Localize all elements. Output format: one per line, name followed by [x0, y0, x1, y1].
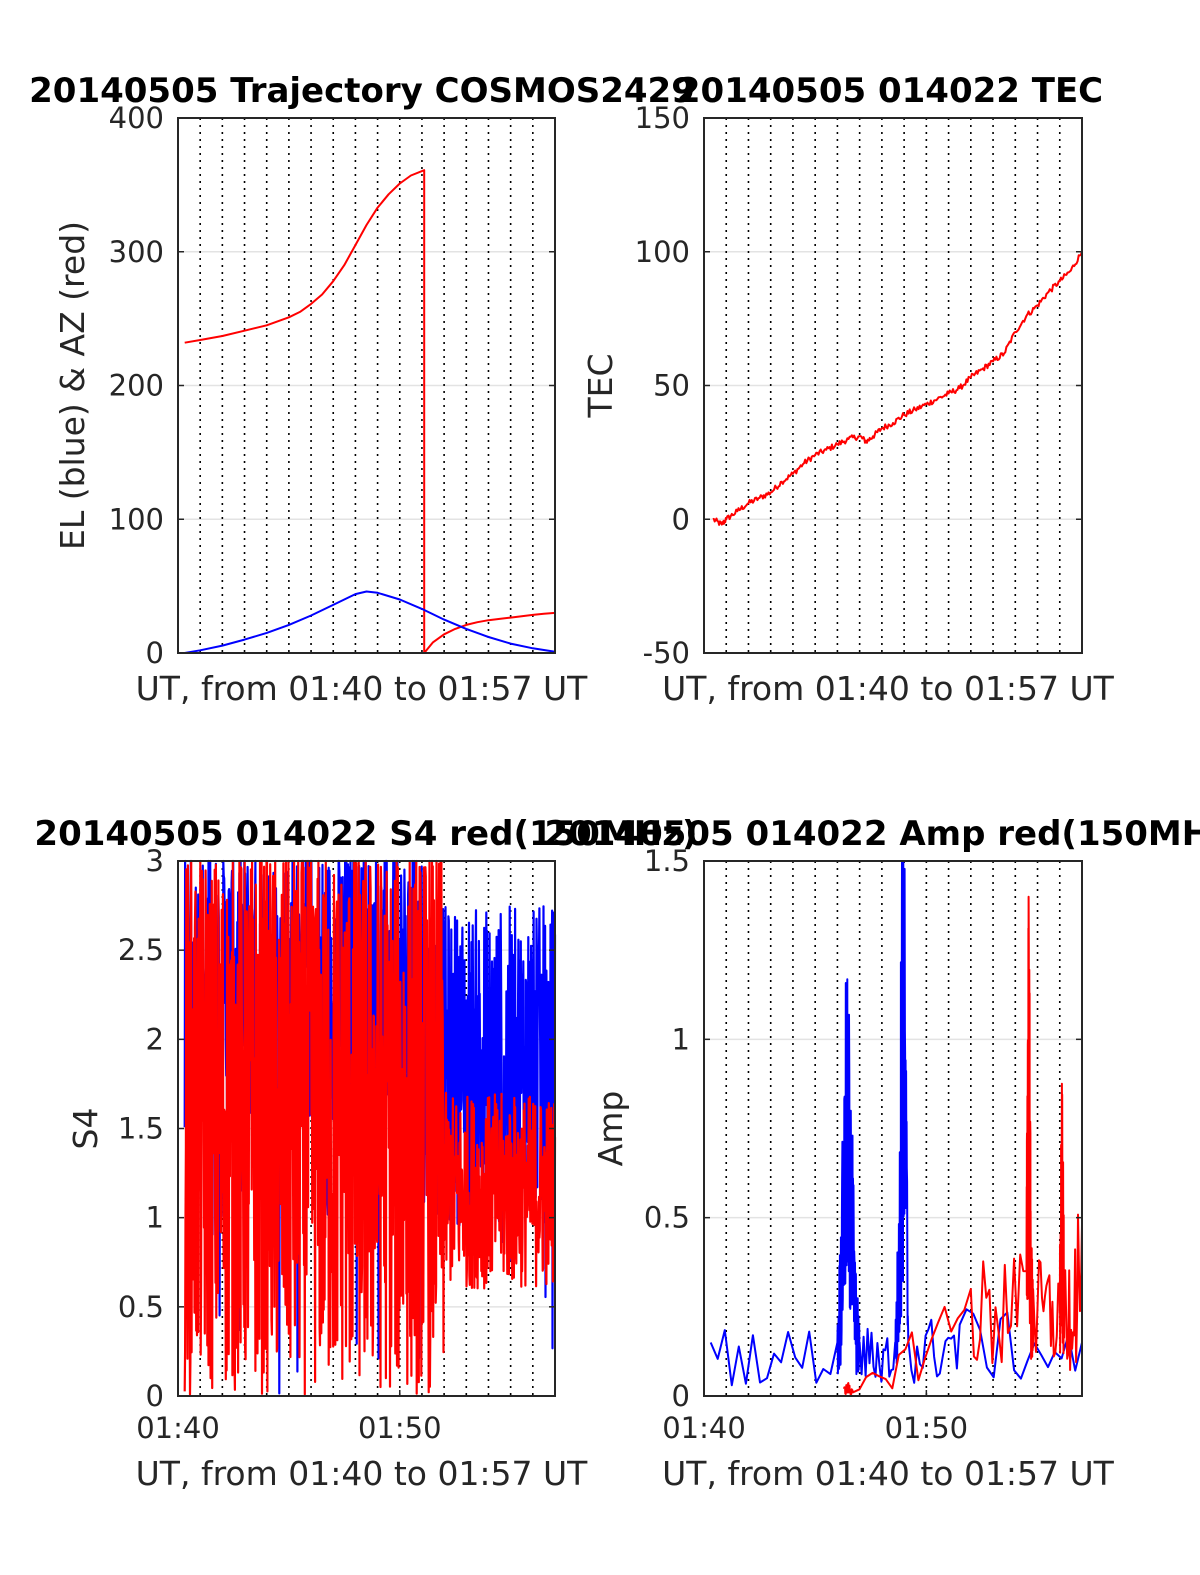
s4-xtick-label: 01:50 [358, 1411, 442, 1445]
tec-ticks: -50 0 50 100 150 [635, 101, 1082, 670]
tec-ytick-label: 100 [635, 235, 690, 269]
tec-panel: -50 0 50 100 150 20140505 014022 TEC UT, fro… [581, 71, 1115, 708]
amp-xtick-label: 01:40 [662, 1411, 746, 1445]
amp-x-label: UT, from 01:40 to 01:57 UT [662, 1454, 1115, 1493]
tec-ytick-label: 50 [653, 369, 690, 403]
s4-xtick-label: 01:40 [136, 1411, 220, 1445]
trajectory-y-label: EL (blue) & AZ (red) [53, 221, 92, 550]
s4-ytick-label: 1 [146, 1201, 164, 1235]
amp-ytick-label: 0 [672, 1379, 690, 1413]
s4-ytick-label: 0.5 [118, 1290, 164, 1324]
s4-series [183, 859, 557, 1396]
trajectory-ytick-label: 400 [109, 101, 164, 135]
s4-ytick-label: 1.5 [118, 1112, 164, 1146]
amp-grid [704, 861, 1082, 1396]
tec-ytick-label: -50 [643, 636, 690, 670]
trajectory-ytick-label: 0 [146, 636, 164, 670]
trajectory-panel: 0 100 200 300 400 20140505 Trajectory COSMOS… [29, 71, 695, 708]
tec-y-label: TEC [581, 353, 620, 418]
amp-series-blue-line [709, 860, 1083, 1387]
trajectory-ytick-label: 200 [109, 369, 164, 403]
s4-ytick-label: 3 [146, 844, 164, 878]
amp-ytick-label: 1 [672, 1022, 690, 1056]
s4-x-label: UT, from 01:40 to 01:57 UT [136, 1454, 589, 1493]
s4-panel: 0 0.5 1 1.5 2 2.5 3 01:40 01:50 20140505 014022 … [34, 814, 697, 1493]
s4-axes-frame [177, 860, 556, 1397]
amp-ytick-label: 0.5 [644, 1201, 690, 1235]
s4-series-red-line [183, 859, 557, 1396]
s4-ytick-label: 2.5 [118, 933, 164, 967]
s4-ticks: 0 0.5 1 1.5 2 2.5 3 01:40 01:50 [118, 844, 555, 1445]
trajectory-series-red-line [184, 169, 556, 654]
amp-y-label: Amp [591, 1091, 630, 1167]
trajectory-title: 20140505 Trajectory COSMOS2429 [29, 71, 695, 111]
tec-axes-frame [703, 117, 1083, 654]
tec-grid [704, 118, 1082, 653]
amp-series-red-line [843, 895, 1083, 1396]
amp-axes-frame [703, 860, 1083, 1397]
trajectory-x-label: UT, from 01:40 to 01:57 UT [136, 669, 589, 708]
trajectory-ticks: 0 100 200 300 400 [109, 101, 555, 670]
tec-title: 20140505 014022 TEC [677, 71, 1103, 111]
s4-y-label: S4 [66, 1108, 105, 1150]
s4-title: 20140505 014022 S4 red(150MHz) [34, 814, 697, 854]
amp-series [709, 860, 1083, 1396]
s4-ytick-label: 2 [146, 1022, 164, 1056]
tec-series [712, 251, 1083, 526]
trajectory-series [184, 169, 556, 654]
amp-ytick-label: 1.5 [644, 844, 690, 878]
tec-ytick-label: 150 [635, 101, 690, 135]
trajectory-ytick-label: 300 [109, 235, 164, 269]
trajectory-series-blue-line [184, 590, 556, 654]
trajectory-grid [178, 118, 555, 653]
trajectory-ytick-label: 100 [109, 502, 164, 536]
amp-ticks: 0 0.5 1 1.5 01:40 01:50 [644, 844, 1082, 1445]
trajectory-axes-frame [177, 117, 556, 654]
s4-ytick-label: 0 [146, 1379, 164, 1413]
tec-ytick-label: 0 [672, 502, 690, 536]
tec-series-red-line [712, 251, 1083, 526]
tec-x-label: UT, from 01:40 to 01:57 UT [662, 669, 1115, 708]
amp-panel: 0 0.5 1 1.5 01:40 01:50 20140505 014022 Amp r… [544, 814, 1200, 1493]
amp-title: 20140505 014022 Amp red(150MHz) [544, 814, 1200, 854]
amp-xtick-label: 01:50 [885, 1411, 969, 1445]
